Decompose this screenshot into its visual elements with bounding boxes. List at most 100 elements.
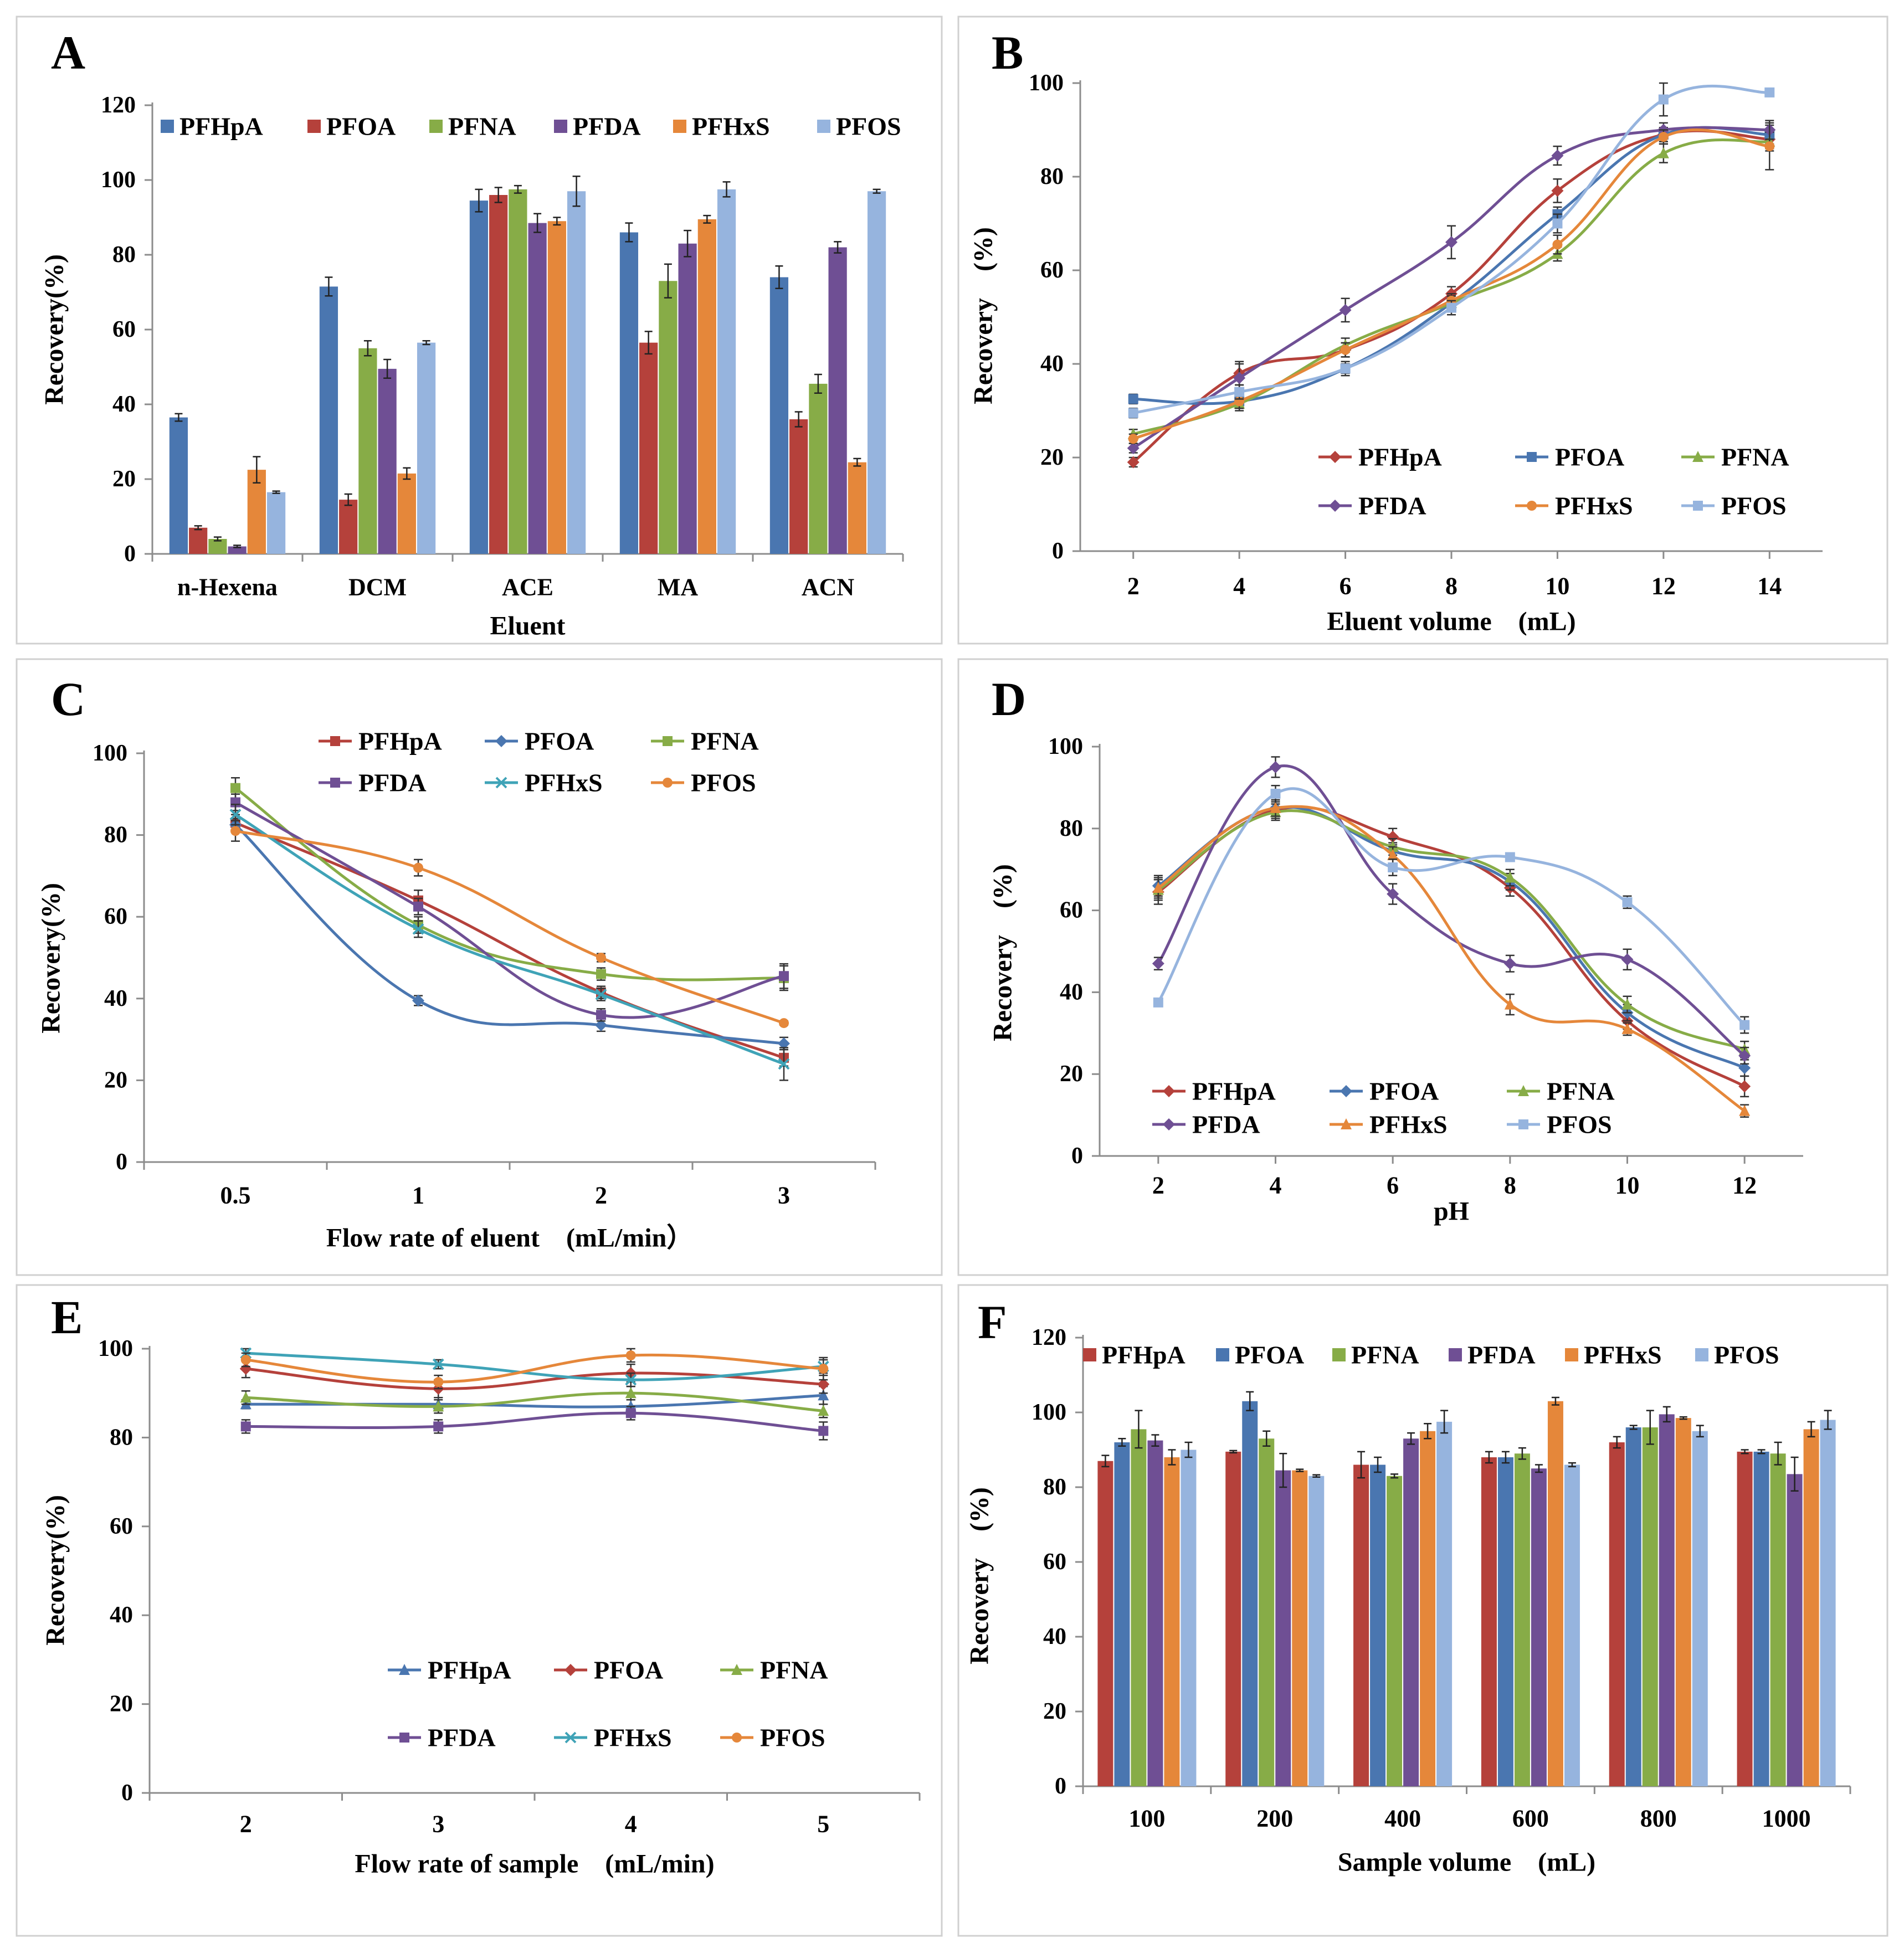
x-tick-label: n-Hexena bbox=[177, 574, 278, 601]
bar bbox=[1242, 1401, 1258, 1786]
error-bar bbox=[873, 188, 881, 194]
legend-label: PFNA bbox=[760, 1656, 828, 1684]
x-tick-label: 100 bbox=[1128, 1805, 1165, 1832]
legend-marker bbox=[399, 1733, 409, 1743]
legend-label: PFHxS bbox=[594, 1724, 672, 1752]
legend-item-PFHpA: PFHpA bbox=[1152, 1077, 1276, 1106]
legend-marker bbox=[1518, 1119, 1528, 1129]
bar bbox=[1292, 1470, 1308, 1786]
bar bbox=[1692, 1431, 1708, 1786]
error-bar bbox=[533, 213, 542, 233]
data-point bbox=[1270, 801, 1281, 813]
error-bar bbox=[1757, 1449, 1766, 1455]
legend-swatch bbox=[817, 120, 830, 133]
data-point bbox=[1657, 147, 1669, 158]
y-tick-label: 0 bbox=[1071, 1143, 1083, 1169]
x-tick-label: 600 bbox=[1512, 1805, 1549, 1832]
legend-marker bbox=[1527, 501, 1537, 511]
legend-label: PFDA bbox=[573, 112, 641, 141]
error-bar bbox=[475, 188, 483, 213]
series-PFHpA bbox=[1097, 1436, 1753, 1786]
series-PFHxS bbox=[1152, 799, 1751, 1118]
series-PFOS bbox=[1181, 1410, 1836, 1786]
data-point bbox=[1387, 830, 1399, 843]
legend-marker bbox=[1693, 501, 1703, 511]
error-bar bbox=[853, 458, 861, 467]
data-point bbox=[413, 901, 423, 912]
error-bar bbox=[1646, 1410, 1654, 1445]
legend-marker bbox=[1692, 451, 1703, 462]
legend-item-PFOA: PFOA bbox=[1515, 443, 1624, 471]
bar bbox=[247, 470, 266, 554]
series-PFHxS bbox=[1164, 1396, 1819, 1786]
data-point bbox=[432, 1358, 444, 1370]
data-point bbox=[1621, 953, 1634, 966]
legend-item-PFDA: PFDA bbox=[1152, 1111, 1260, 1139]
error-bar bbox=[1790, 1456, 1799, 1492]
series-PFDA bbox=[1147, 1406, 1803, 1786]
bar bbox=[1164, 1457, 1180, 1786]
x-tick-label: 5 bbox=[817, 1811, 829, 1838]
y-tick-label: 100 bbox=[1029, 70, 1064, 96]
series-PFOS bbox=[230, 820, 789, 1029]
legend-label: PFHpA bbox=[179, 112, 263, 141]
legend: PFHpA PFOA PFNA PFDA PFHxS PFOS bbox=[1152, 1077, 1615, 1139]
data-point bbox=[240, 1355, 251, 1365]
legend-item-PFHpA: PFHpA bbox=[1318, 443, 1442, 471]
bar bbox=[1564, 1464, 1580, 1786]
x-tick-label: 14 bbox=[1757, 573, 1782, 600]
y-tick-label: 40 bbox=[1043, 1624, 1066, 1649]
error-bar bbox=[1696, 1425, 1704, 1438]
data-point bbox=[1128, 394, 1138, 404]
y-tick-label: 80 bbox=[1040, 164, 1064, 189]
bar bbox=[1403, 1438, 1419, 1786]
bar bbox=[319, 286, 338, 554]
bar bbox=[1753, 1451, 1769, 1786]
data-point bbox=[818, 1364, 829, 1374]
x-axis-label: Eluent bbox=[490, 611, 565, 641]
legend: PFHpA PFOA PFNA PFDA PFHxS PFOS bbox=[388, 1656, 828, 1752]
legend-label: PFNA bbox=[1351, 1341, 1419, 1369]
legend-label: PFHxS bbox=[1369, 1111, 1448, 1139]
data-point bbox=[1552, 239, 1563, 250]
legend-label: PFHpA bbox=[428, 1656, 511, 1684]
legend-label: PFOA bbox=[1369, 1077, 1439, 1106]
legend-item-PFDA: PFDA bbox=[319, 769, 427, 797]
y-tick-label: 100 bbox=[101, 167, 136, 193]
y-tick-label: 20 bbox=[1060, 1061, 1083, 1087]
bar bbox=[1659, 1414, 1675, 1786]
panel-border bbox=[957, 16, 1888, 645]
error-bar bbox=[383, 358, 392, 379]
series-line bbox=[245, 1351, 824, 1381]
data-point bbox=[240, 1421, 251, 1432]
panel-letter: B bbox=[992, 26, 1023, 79]
bar bbox=[509, 189, 527, 554]
data-point bbox=[596, 969, 606, 979]
error-bar bbox=[722, 181, 731, 198]
legend-marker bbox=[663, 778, 673, 788]
legend-item-PFHxS: PFHxS bbox=[1330, 1111, 1448, 1139]
legend-swatch bbox=[554, 120, 567, 133]
error-bar bbox=[422, 340, 430, 346]
x-tick-label: 6 bbox=[1387, 1172, 1399, 1199]
series-line bbox=[234, 813, 784, 1066]
legend-item-PFHxS: PFHxS bbox=[485, 769, 603, 797]
legend-item-PFOS: PFOS bbox=[720, 1724, 825, 1752]
legend-item-PFNA: PFNA bbox=[1507, 1077, 1615, 1106]
legend-label: PFNA bbox=[1547, 1077, 1615, 1106]
legend-item-PFHpA: PFHpA bbox=[161, 112, 263, 141]
legend-label: PFHxS bbox=[1555, 492, 1633, 520]
x-tick-label: 8 bbox=[1504, 1172, 1516, 1199]
x-tick-label: ACN bbox=[802, 574, 855, 601]
bar bbox=[339, 500, 358, 554]
bar bbox=[1353, 1464, 1369, 1786]
error-bar bbox=[644, 331, 653, 355]
bar bbox=[789, 419, 808, 554]
error-bar bbox=[1246, 1391, 1254, 1411]
error-bar bbox=[572, 176, 581, 207]
x-tick-label: 1000 bbox=[1762, 1805, 1811, 1832]
data-point bbox=[1658, 94, 1669, 105]
error-bar bbox=[233, 544, 242, 548]
legend-item-PFHxS: PFHxS bbox=[554, 1724, 672, 1752]
